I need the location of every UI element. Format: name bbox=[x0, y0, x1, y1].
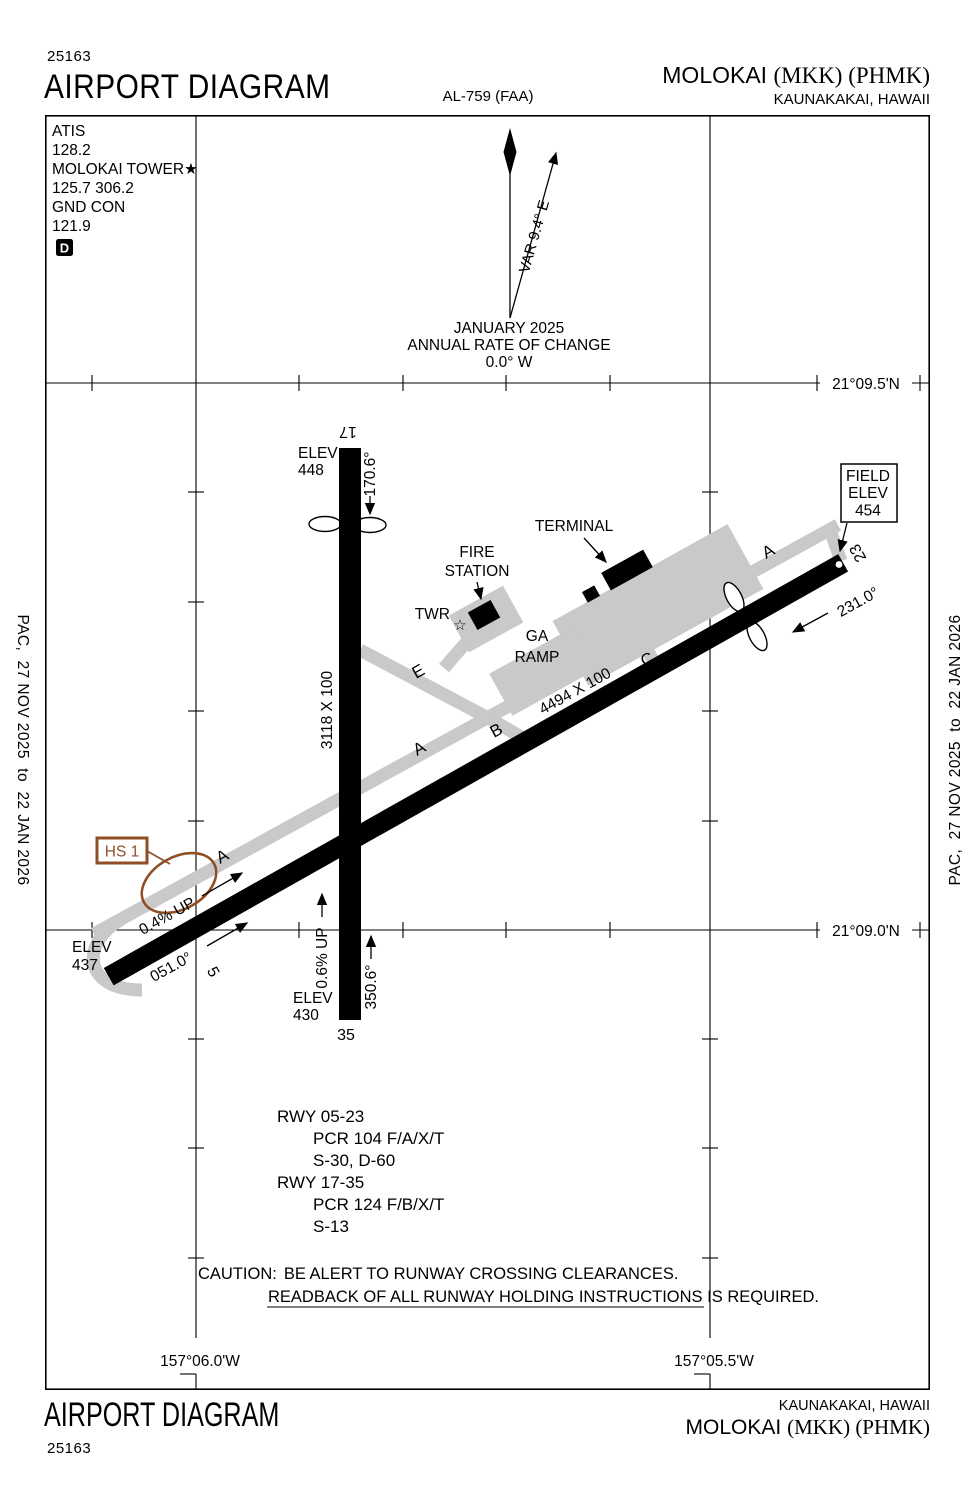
page-title-top: AIRPORT DIAGRAM bbox=[44, 68, 331, 106]
longitude-label-left: 157°06.0'W bbox=[160, 1353, 240, 1370]
rwy17-elev-label: ELEV bbox=[298, 445, 338, 462]
ground-control-freq: 121.9 bbox=[52, 218, 91, 235]
runway-23-end-dot bbox=[835, 561, 843, 568]
tower-label: TWR bbox=[415, 606, 450, 623]
rwy23-heading-arrow bbox=[791, 612, 829, 633]
hot-spot-label: HS 1 bbox=[105, 844, 139, 861]
rwy17-35-dimensions: 3118 X 100 bbox=[319, 671, 336, 750]
latitude-label-bottom: 21°09.0'N bbox=[832, 923, 900, 940]
rwy35-elev-value: 430 bbox=[293, 1007, 319, 1024]
field-elev-line1: FIELD bbox=[846, 468, 890, 485]
d-symbol-box bbox=[56, 239, 73, 256]
rwy17-heading: 170.6° bbox=[362, 452, 379, 497]
chart-number-bottom: 25163 bbox=[47, 1440, 92, 1457]
ga-ramp-label-1: GA bbox=[526, 628, 549, 645]
hot-spot-box bbox=[95, 836, 149, 865]
page-title-bottom: AIRPORT DIAGRAM bbox=[44, 1396, 280, 1434]
runway-number-17: 17 bbox=[339, 423, 357, 440]
chart-number-top: 25163 bbox=[47, 48, 92, 65]
procedure-id: AL-759 (FAA) bbox=[442, 88, 534, 105]
north-arrow-group: VAR 9.4° E JANUARY 2025 ANNUAL RATE OF C… bbox=[407, 128, 611, 371]
runway-number-5: 5 bbox=[203, 964, 222, 980]
atis-freq: 128.2 bbox=[52, 142, 91, 159]
magnetic-north-line bbox=[509, 151, 559, 319]
fire-station-label-2: STATION bbox=[445, 563, 510, 580]
rwy5-heading-arrow bbox=[206, 922, 249, 947]
terminal-label: TERMINAL bbox=[535, 518, 614, 535]
ga-ramp-label-2: RAMP bbox=[515, 649, 560, 666]
field-elev-box bbox=[840, 463, 898, 523]
hot-spot-1: HS 1 bbox=[95, 836, 218, 915]
rwy23-heading: 231.0° bbox=[834, 584, 882, 621]
rwy2-title: RWY 17-35 bbox=[277, 1173, 364, 1192]
hot-spot-ellipse bbox=[140, 851, 218, 915]
rwy17-elev-value: 448 bbox=[298, 462, 324, 479]
variation-date: JANUARY 2025 bbox=[454, 320, 565, 337]
airport-city-bottom: KAUNAKAKAI, HAWAII bbox=[778, 1398, 930, 1414]
rwy1-pcr: PCR 104 F/A/X/T bbox=[313, 1129, 444, 1148]
ga-ramp-apron bbox=[489, 627, 596, 716]
field-elev-value: 454 bbox=[855, 503, 881, 520]
ground-control-label: GND CON bbox=[52, 199, 125, 216]
runway-number-35: 35 bbox=[337, 1027, 355, 1044]
atis-label: ATIS bbox=[52, 123, 85, 140]
terminal-apron bbox=[552, 524, 764, 686]
neatline-border bbox=[44, 115, 931, 1391]
tower-star-icon: ☆ bbox=[453, 617, 466, 634]
fire-station-label-1: FIRE bbox=[459, 544, 494, 561]
fire-station-building bbox=[467, 599, 501, 631]
runway-data-block: RWY 05-23 PCR 104 F/A/X/T S-30, D-60 RWY… bbox=[277, 1107, 444, 1236]
caution-line2: READBACK OF ALL RUNWAY HOLDING INSTRUCTI… bbox=[268, 1288, 819, 1306]
taxiway-a-hammerhead bbox=[86, 913, 143, 997]
runway-17-35 bbox=[339, 448, 361, 1020]
field-elev-leader bbox=[837, 522, 848, 553]
tower-label: MOLOKAI TOWER★ bbox=[52, 161, 198, 178]
taxiway-e-path bbox=[356, 644, 496, 726]
rwy5-elev-label: ELEV bbox=[72, 939, 112, 956]
parallel-21-09-5N bbox=[46, 375, 929, 391]
taxiway-network bbox=[86, 519, 848, 997]
field-elevation: FIELD ELEV 454 bbox=[837, 463, 898, 553]
d-symbol: D bbox=[60, 241, 69, 256]
annual-rate-label: ANNUAL RATE OF CHANGE bbox=[407, 337, 610, 354]
hot-spot-leader bbox=[146, 850, 171, 865]
small-building bbox=[581, 585, 601, 603]
rwy05-23-gradient-arrow bbox=[201, 872, 244, 897]
runway-number-23: 23 bbox=[847, 541, 871, 565]
rwy17-35-gradient: 0.6% UP bbox=[314, 927, 331, 988]
latitude-label-top: 21°09.5'N bbox=[832, 376, 900, 393]
terminal-building bbox=[601, 549, 653, 591]
annual-rate-value: 0.0° W bbox=[486, 354, 533, 371]
fire-station-leader bbox=[473, 581, 484, 601]
terminal-leader bbox=[583, 537, 607, 563]
rwy35-elev-label: ELEV bbox=[293, 990, 333, 1007]
meridian-157-05-5W bbox=[694, 115, 718, 1389]
caution-line1: CAUTION: BE ALERT TO RUNWAY CROSSING CLEA… bbox=[198, 1265, 678, 1283]
rwy5-elev-value: 437 bbox=[72, 957, 98, 974]
field-elev-line2: ELEV bbox=[848, 485, 888, 502]
magnetic-variation-label: VAR 9.4° E bbox=[516, 198, 553, 275]
longitude-label-right: 157°05.5'W bbox=[674, 1353, 754, 1370]
meridian-157-06-0W bbox=[180, 115, 204, 1389]
rwy2-pcr: PCR 124 F/B/X/T bbox=[313, 1195, 444, 1214]
runway-05-23 bbox=[103, 554, 849, 986]
true-north-arrowhead-icon bbox=[503, 128, 517, 176]
rwy2-strength: S-13 bbox=[313, 1217, 349, 1236]
comms-block: ATIS 128.2 MOLOKAI TOWER★ 125.7 306.2 GN… bbox=[52, 123, 198, 256]
tower-freqs: 125.7 306.2 bbox=[52, 180, 134, 197]
caution-note: CAUTION: BE ALERT TO RUNWAY CROSSING CLEA… bbox=[198, 1265, 819, 1308]
rwy35-heading: 350.6° bbox=[363, 965, 380, 1010]
airport-city-top: KAUNAKAKAI, HAWAII bbox=[773, 91, 930, 108]
rwy1-title: RWY 05-23 bbox=[277, 1107, 364, 1126]
airport-name-top: MOLOKAI (MKK) (PHMK) bbox=[662, 62, 930, 88]
airport-name-bottom: MOLOKAI (MKK) (PHMK) bbox=[685, 1415, 930, 1439]
rwy1-strength: S-30, D-60 bbox=[313, 1151, 395, 1170]
threshold-oval-symbol bbox=[308, 515, 342, 533]
